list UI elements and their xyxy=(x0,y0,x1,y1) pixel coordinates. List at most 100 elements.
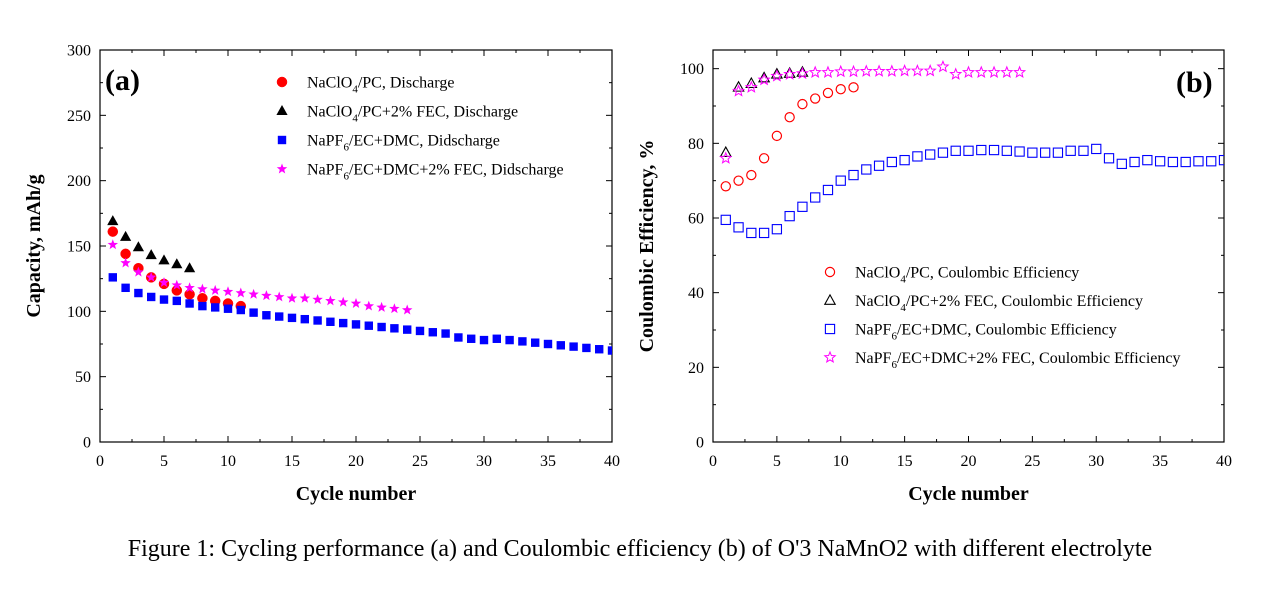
y-tick-label: 20 xyxy=(688,360,704,377)
series-3 xyxy=(107,239,413,315)
legend-marker xyxy=(276,105,288,115)
legend: NaClO4/PC, Coulombic Efficiency NaClO4/PC… xyxy=(823,265,1180,371)
data-point xyxy=(428,328,437,337)
data-point xyxy=(337,296,349,307)
data-point xyxy=(132,241,144,252)
data-point xyxy=(988,144,1000,156)
y-tick-label: 150 xyxy=(67,239,91,256)
data-point xyxy=(808,65,822,78)
data-point xyxy=(963,145,974,156)
data-point xyxy=(1193,156,1204,167)
data-point xyxy=(261,290,272,301)
data-point xyxy=(784,210,795,222)
data-points xyxy=(719,59,1224,239)
data-point xyxy=(275,312,284,321)
data-point xyxy=(299,292,311,303)
data-point xyxy=(401,304,413,315)
data-point xyxy=(1065,145,1076,156)
data-point xyxy=(1142,154,1153,166)
y-axis-title: Coulombic Efficiency, % xyxy=(636,140,658,353)
y-tick-label: 60 xyxy=(688,211,704,228)
data-point xyxy=(745,76,758,88)
data-point xyxy=(873,160,885,171)
data-point xyxy=(120,230,132,241)
legend-label: NaPF6/EC+DMC, Didscharge xyxy=(307,133,500,154)
data-point xyxy=(1027,147,1038,158)
data-point xyxy=(543,339,553,349)
data-point xyxy=(377,322,386,332)
data-point xyxy=(771,224,783,235)
y-tick-label: 200 xyxy=(67,173,91,190)
y-tick-label: 100 xyxy=(67,304,91,321)
data-point xyxy=(172,296,181,306)
x-tick-label: 5 xyxy=(160,453,168,470)
data-point xyxy=(364,321,373,330)
data-point xyxy=(1167,156,1179,168)
data-point xyxy=(390,324,399,333)
x-tick-label: 0 xyxy=(709,453,717,470)
data-point xyxy=(1040,147,1051,158)
data-point xyxy=(898,64,912,77)
data-point xyxy=(720,181,731,192)
x-axis-title: Cycle number xyxy=(908,483,1029,505)
legend-label: NaClO4/PC, Coulombic Efficiency xyxy=(855,265,1079,286)
data-point xyxy=(1001,145,1012,156)
y-tick-label: 100 xyxy=(680,61,704,78)
panel-label: (b) xyxy=(1176,66,1213,99)
data-point xyxy=(822,184,834,196)
data-point xyxy=(326,317,335,326)
data-point xyxy=(848,169,859,181)
data-point xyxy=(249,308,258,317)
data-point xyxy=(810,93,821,104)
data-point xyxy=(531,338,540,347)
data-point xyxy=(171,279,183,290)
legend-marker xyxy=(277,135,287,145)
data-point xyxy=(733,222,744,233)
data-point xyxy=(835,175,846,186)
x-tick-label: 25 xyxy=(412,453,428,470)
data-point xyxy=(595,345,604,354)
data-point xyxy=(949,67,963,80)
data-point xyxy=(821,65,835,78)
data-point xyxy=(479,335,489,345)
data-point xyxy=(1218,154,1224,166)
data-point xyxy=(757,73,771,86)
data-point xyxy=(1154,156,1166,167)
chart-panel-b: 0 5 10 15 20 25 30 35 40 0 20 40 60 80 100 Cycle number… xyxy=(636,49,1232,505)
legend-marker xyxy=(823,293,837,305)
data-point xyxy=(719,151,733,164)
series-3 xyxy=(719,59,1027,164)
data-point xyxy=(467,334,476,343)
y-tick-label: 80 xyxy=(688,136,704,153)
legend-label: NaPF6/EC+DMC, Coulombic Efficiency xyxy=(855,322,1117,343)
x-tick-label: 5 xyxy=(773,453,781,470)
data-point xyxy=(350,297,362,308)
data-point xyxy=(287,313,297,323)
legend-marker xyxy=(824,266,836,278)
data-point xyxy=(732,80,745,92)
legend-label: NaPF6/EC+DMC+2% FEC, Coulombic Efficienc… xyxy=(855,350,1180,371)
x-tick-label: 30 xyxy=(476,453,492,470)
data-point xyxy=(389,303,400,314)
data-point xyxy=(797,201,808,212)
data-point xyxy=(1013,65,1027,78)
legend-marker xyxy=(276,163,288,174)
series-1 xyxy=(719,65,809,158)
data-point xyxy=(184,289,195,300)
data-point xyxy=(937,147,949,158)
data-point xyxy=(363,300,375,311)
x-tick-label: 20 xyxy=(961,453,977,470)
data-point xyxy=(1078,145,1089,156)
data-point xyxy=(273,291,285,302)
x-tick-label: 40 xyxy=(1216,453,1232,470)
legend-label: NaClO4/PC+2% FEC, Discharge xyxy=(307,104,518,125)
data-point xyxy=(107,226,119,237)
x-tick-label: 25 xyxy=(1024,453,1040,470)
series-1 xyxy=(107,215,196,273)
data-point xyxy=(300,314,309,324)
data-point xyxy=(107,215,119,226)
legend-marker xyxy=(823,350,837,364)
data-point xyxy=(556,341,565,350)
y-tick-label: 250 xyxy=(67,108,91,125)
data-point xyxy=(120,248,131,260)
